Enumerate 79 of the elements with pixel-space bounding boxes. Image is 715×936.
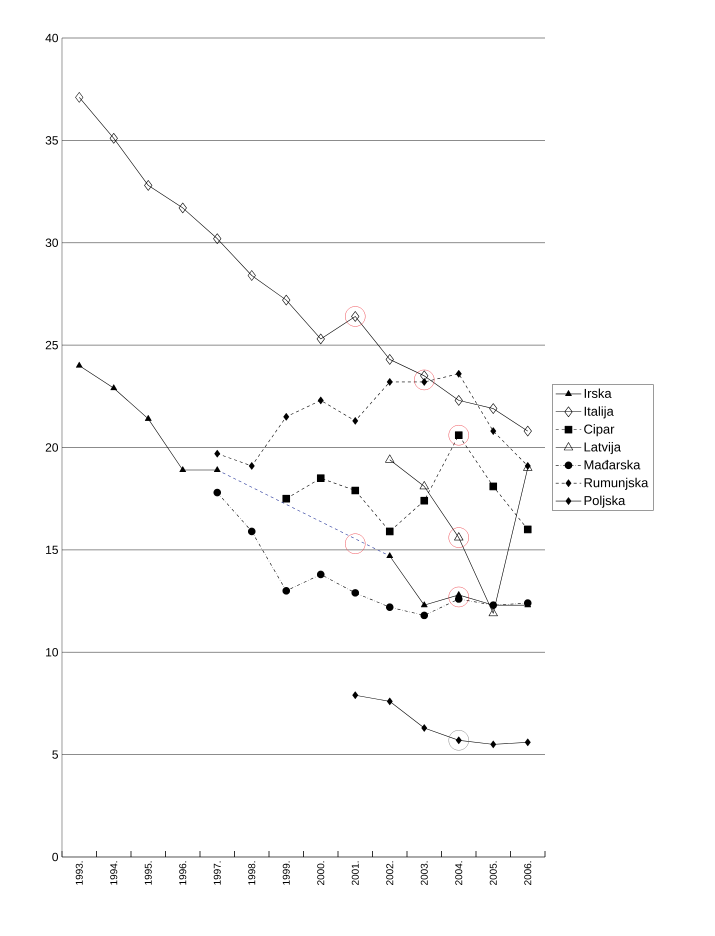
point — [248, 462, 255, 470]
y-tick-label: 15 — [46, 546, 58, 554]
point — [421, 724, 428, 732]
point — [283, 412, 290, 421]
x-tick-label: 2001. — [352, 861, 359, 885]
point — [490, 427, 496, 435]
point — [386, 603, 394, 611]
y-tick-label: 5 — [52, 750, 58, 759]
point — [386, 698, 393, 706]
legend-label: Poljska — [584, 496, 626, 508]
point — [144, 180, 152, 191]
point — [76, 362, 83, 368]
point — [282, 587, 290, 595]
point — [456, 370, 462, 378]
x-tick-label: 2003. — [420, 861, 428, 885]
point — [524, 738, 531, 746]
point — [490, 740, 496, 748]
point — [144, 415, 152, 421]
point — [420, 601, 428, 608]
point — [282, 294, 290, 306]
point — [524, 426, 532, 436]
point — [352, 691, 358, 700]
point — [213, 488, 222, 496]
point — [489, 403, 498, 414]
x-tick-label: 1999. — [282, 861, 290, 885]
legend-label: Rumunjska — [584, 478, 648, 490]
point — [420, 612, 428, 620]
point — [318, 396, 324, 404]
point — [351, 589, 360, 597]
point — [179, 466, 186, 472]
point — [386, 528, 394, 536]
y-tick-label: 30 — [46, 238, 58, 247]
point — [454, 395, 463, 406]
x-tick-label: 1994. — [110, 861, 118, 885]
point — [488, 608, 498, 616]
point — [420, 496, 428, 505]
point — [110, 133, 118, 144]
point — [248, 528, 256, 536]
point — [75, 92, 84, 103]
point — [316, 334, 325, 344]
point — [214, 450, 220, 458]
point — [316, 474, 325, 482]
x-tick-label: 2000. — [317, 861, 324, 885]
point — [386, 552, 394, 558]
x-tick-label: 1996. — [179, 861, 186, 885]
y-tick-label: 10 — [46, 648, 58, 656]
x-tick-label: 2002. — [386, 861, 394, 885]
x-tick-label: 1998. — [248, 861, 256, 885]
point — [178, 202, 187, 214]
y-tick-label: 35 — [46, 136, 58, 145]
legend-label: Mađarska — [584, 460, 640, 470]
point — [386, 378, 393, 386]
legend-label: Latvija — [584, 442, 621, 454]
point — [214, 466, 221, 472]
x-tick-label: 2004. — [455, 861, 462, 885]
x-tick-label: 2005. — [490, 861, 497, 885]
x-tick-label: 1997. — [214, 861, 221, 885]
y-tick-label: 25 — [46, 340, 58, 350]
point — [213, 233, 222, 244]
point — [420, 481, 429, 490]
point — [386, 354, 394, 365]
y-tick-label: 20 — [46, 443, 58, 452]
point — [110, 384, 118, 390]
y-tick-label: 0 — [52, 852, 58, 862]
legend-label: Italija — [584, 406, 614, 418]
legend-label: Irska — [584, 388, 612, 398]
point — [248, 270, 256, 281]
point — [524, 526, 532, 534]
x-tick-label: 1993. — [76, 861, 83, 885]
x-tick-label: 1995. — [144, 861, 152, 885]
point — [352, 417, 358, 425]
point — [489, 482, 498, 490]
point — [385, 454, 394, 463]
point — [316, 570, 325, 578]
y-tick-label: 40 — [45, 34, 58, 42]
legend-label: Cipar — [584, 424, 614, 436]
point — [351, 486, 360, 494]
x-tick-label: 2006. — [524, 861, 532, 885]
point — [282, 494, 290, 502]
